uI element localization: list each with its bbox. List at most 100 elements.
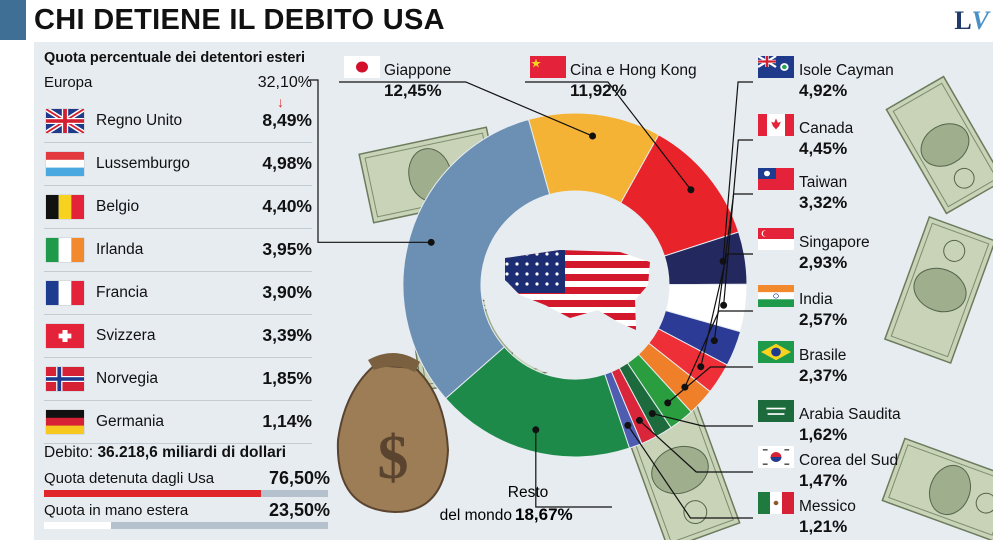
slice-value: 2,57% <box>799 310 847 329</box>
leader-line <box>684 310 753 388</box>
slice-value: 3,32% <box>799 193 847 212</box>
flag-bel-icon <box>46 195 84 219</box>
foreign-share-fill <box>44 522 111 529</box>
flag-twn-icon <box>758 168 794 190</box>
donut-slice-europa <box>402 118 551 400</box>
slice-value: 2,93% <box>799 253 847 272</box>
flag-ind-icon <box>758 285 794 307</box>
slice-label: del mondo <box>440 507 512 524</box>
flag-sgp-icon <box>758 228 794 250</box>
usa-share-bar <box>44 490 328 497</box>
leader-line <box>700 253 753 367</box>
foreign-share-row: Quota in mano estera 23,50% <box>44 500 330 529</box>
country-row-uk: Regno Unito 8,49% <box>44 99 312 143</box>
country-value: 3,95% <box>262 239 312 259</box>
country-label: Norvegia <box>96 370 159 387</box>
leader-dot <box>648 410 656 418</box>
european-holders-panel: Quota percentuale dei detentori esteri E… <box>34 42 334 540</box>
flag-mex-icon <box>758 492 794 514</box>
slice-label: Cina e Hong Kong <box>570 62 697 79</box>
country-value: 4,98% <box>262 153 312 173</box>
flag-ger-icon <box>46 410 84 434</box>
slice-value: 1,21% <box>799 517 847 536</box>
debt-total: Debito: 36.218,6 miliardi di dollari <box>44 444 287 461</box>
slice-label: Messico <box>799 498 856 515</box>
leader-dot <box>427 238 435 246</box>
flag-chn-icon <box>530 56 566 78</box>
leader-line <box>667 366 753 404</box>
slice-value: 1,62% <box>799 425 847 444</box>
slice-value: 4,45% <box>799 139 847 158</box>
leader-line <box>339 81 593 137</box>
usa-share-value: 76,50% <box>268 468 330 488</box>
leader-dot <box>710 337 718 345</box>
slice-value: 18,67% <box>515 505 573 524</box>
dollar-bill-icon <box>885 75 993 215</box>
country-label: Irlanda <box>96 241 144 258</box>
flag-kor-icon <box>758 446 794 468</box>
slice-label: Singapore <box>799 234 870 251</box>
usa-share-fill <box>44 490 262 497</box>
country-label: Germania <box>96 413 165 430</box>
leader-dot <box>720 301 728 309</box>
foreign-share-label: Quota in mano estera <box>44 502 189 519</box>
svg-text:$: $ <box>378 424 409 492</box>
flag-cay-icon <box>758 56 794 78</box>
arrow-down-icon: ↓ <box>277 94 284 110</box>
leader-line <box>723 139 753 306</box>
slice-label: Isole Cayman <box>799 62 894 79</box>
dollar-bill-icon <box>883 215 993 365</box>
country-label: Lussemburgo <box>96 155 190 172</box>
publisher-logo: LV <box>954 6 989 35</box>
leader-line <box>525 81 692 191</box>
country-value: 4,40% <box>262 196 312 216</box>
country-value: 3,39% <box>262 325 312 345</box>
leader-line <box>535 429 612 508</box>
europe-total-row: Europa 32,10% <box>44 74 312 91</box>
flag-jpn-icon <box>344 56 380 78</box>
country-label: Regno Unito <box>96 112 183 129</box>
country-row-irl: Irlanda 3,95% <box>44 228 312 272</box>
leader-dot <box>664 399 672 407</box>
leader-dot <box>532 426 540 434</box>
leader-line <box>308 79 432 243</box>
leader-dot <box>697 363 705 371</box>
leader-dot <box>687 186 695 194</box>
flag-can-icon <box>758 114 794 136</box>
country-value: 3,90% <box>262 282 312 302</box>
leader-dot <box>624 421 632 429</box>
country-row-lux: Lussemburgo 4,98% <box>44 142 312 186</box>
country-row-nor: Norvegia 1,85% <box>44 357 312 401</box>
slice-value: 2,37% <box>799 366 847 385</box>
page-title: CHI DETIENE IL DEBITO USA <box>34 4 445 36</box>
slice-label: Corea del Sud <box>799 452 898 469</box>
flag-fra-icon <box>46 281 84 305</box>
leader-line <box>627 425 753 519</box>
flag-sui-icon <box>46 324 84 348</box>
country-value: 8,49% <box>262 110 312 130</box>
flag-ksa-icon <box>758 400 794 422</box>
flag-irl-icon <box>46 238 84 262</box>
leader-dot <box>681 383 689 391</box>
slice-value: 12,45% <box>384 81 442 100</box>
country-row-fra: Francia 3,90% <box>44 271 312 315</box>
donut-slice-resto-del-mondo <box>444 346 631 458</box>
country-label: Francia <box>96 284 148 301</box>
usa-share-row: Quota detenuta dagli Usa 76,50% <box>44 468 330 497</box>
title-accent-bar <box>0 0 26 40</box>
slice-label: Brasile <box>799 347 846 364</box>
leader-dot <box>635 416 643 424</box>
foreign-share-bar <box>44 522 328 529</box>
slice-value: 1,47% <box>799 471 847 490</box>
europe-label: Europa <box>44 74 93 91</box>
flag-lux-icon <box>46 152 84 176</box>
leader-line <box>652 412 753 427</box>
leader-dot <box>589 132 597 140</box>
usa-share-label: Quota detenuta dagli Usa <box>44 470 215 487</box>
slice-label: Resto <box>508 484 549 501</box>
country-value: 1,14% <box>262 411 312 431</box>
panel-subtitle: Quota percentuale dei detentori esteri <box>44 50 306 66</box>
country-label: Belgio <box>96 198 140 215</box>
slice-label: Canada <box>799 120 854 137</box>
